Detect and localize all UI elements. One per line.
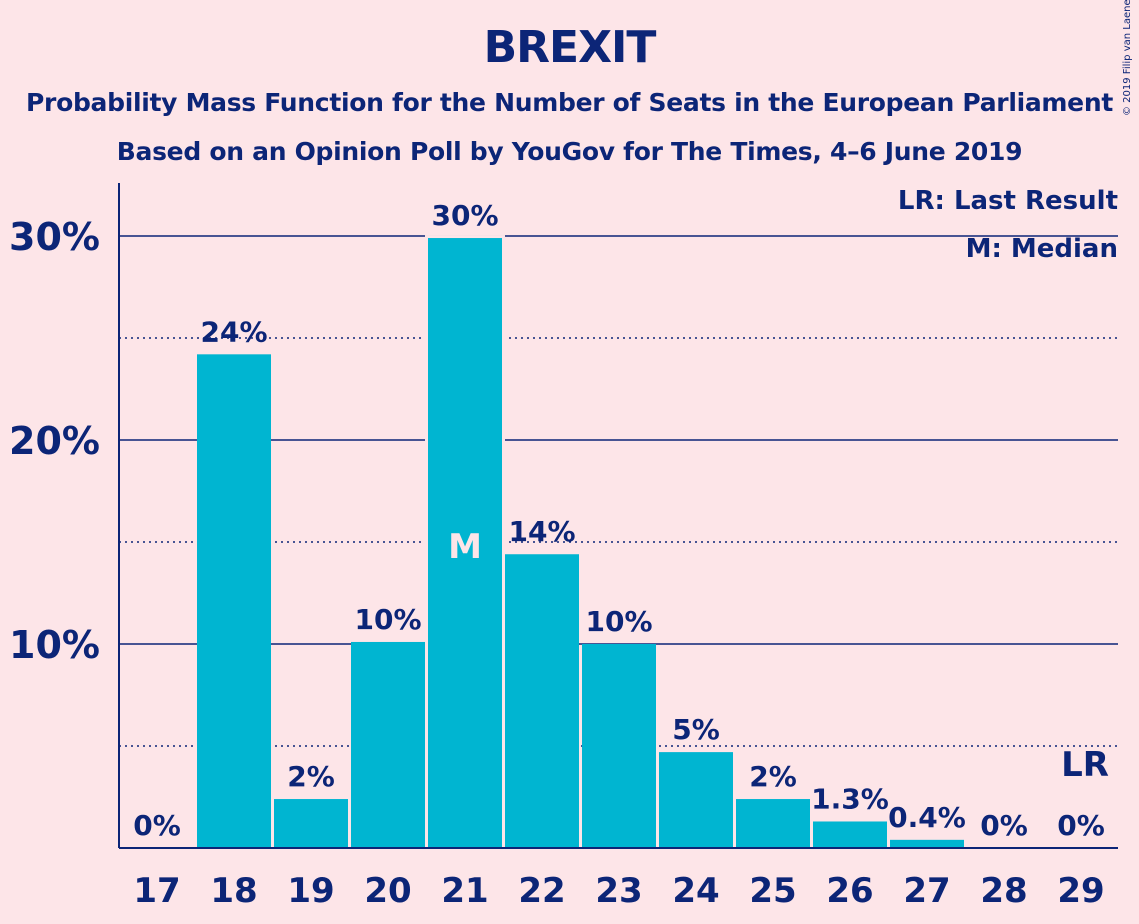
- chart-source-subtitle: Based on an Opinion Poll by YouGov for T…: [116, 137, 1023, 166]
- bar-23: [582, 644, 656, 848]
- legend-median: M: Median: [966, 234, 1118, 264]
- bar-19: [274, 799, 348, 848]
- data-label: 0%: [980, 809, 1028, 842]
- data-label: 14%: [508, 515, 575, 548]
- bar-21: [428, 238, 502, 849]
- data-label: 30%: [431, 199, 498, 232]
- data-label: 0%: [1057, 809, 1105, 842]
- x-tick-label: 22: [518, 871, 565, 911]
- bar-22: [505, 554, 579, 848]
- data-label: 5%: [672, 713, 720, 746]
- data-label: 2%: [749, 760, 797, 793]
- x-tick-label: 25: [749, 871, 796, 911]
- bar-26: [813, 821, 887, 848]
- x-tick-label: 28: [980, 871, 1027, 911]
- data-label: 0%: [133, 809, 181, 842]
- data-label: 0.4%: [888, 801, 966, 834]
- legend-last-result: LR: Last Result: [898, 186, 1118, 216]
- y-tick-label: 30%: [9, 215, 100, 259]
- data-label: 10%: [354, 603, 421, 636]
- x-tick-label: 17: [133, 871, 180, 911]
- x-tick-label: 20: [364, 871, 411, 911]
- chart-title: BREXIT: [483, 22, 657, 73]
- last-result-marker: LR: [1061, 745, 1109, 785]
- bar-27: [890, 839, 964, 848]
- x-tick-label: 18: [210, 871, 257, 911]
- data-label: 24%: [200, 315, 267, 348]
- data-label: 10%: [585, 605, 652, 638]
- data-label: 1.3%: [811, 782, 889, 815]
- x-tick-label: 26: [826, 871, 873, 911]
- chart-subtitle: Probability Mass Function for the Number…: [26, 88, 1113, 117]
- x-tick-label: 27: [903, 871, 950, 911]
- bar-20: [351, 641, 425, 848]
- x-tick-label: 19: [287, 871, 334, 911]
- x-tick-label: 29: [1057, 871, 1104, 911]
- y-tick-label: 20%: [9, 419, 100, 463]
- x-tick-label: 24: [672, 871, 719, 911]
- y-tick-label: 10%: [9, 623, 100, 667]
- median-marker: M: [448, 527, 482, 567]
- bar-24: [659, 752, 733, 848]
- x-tick-label: 23: [595, 871, 642, 911]
- x-tick-label: 21: [441, 871, 488, 911]
- data-label: 2%: [287, 760, 335, 793]
- bar-25: [736, 799, 810, 848]
- bar-18: [197, 354, 271, 848]
